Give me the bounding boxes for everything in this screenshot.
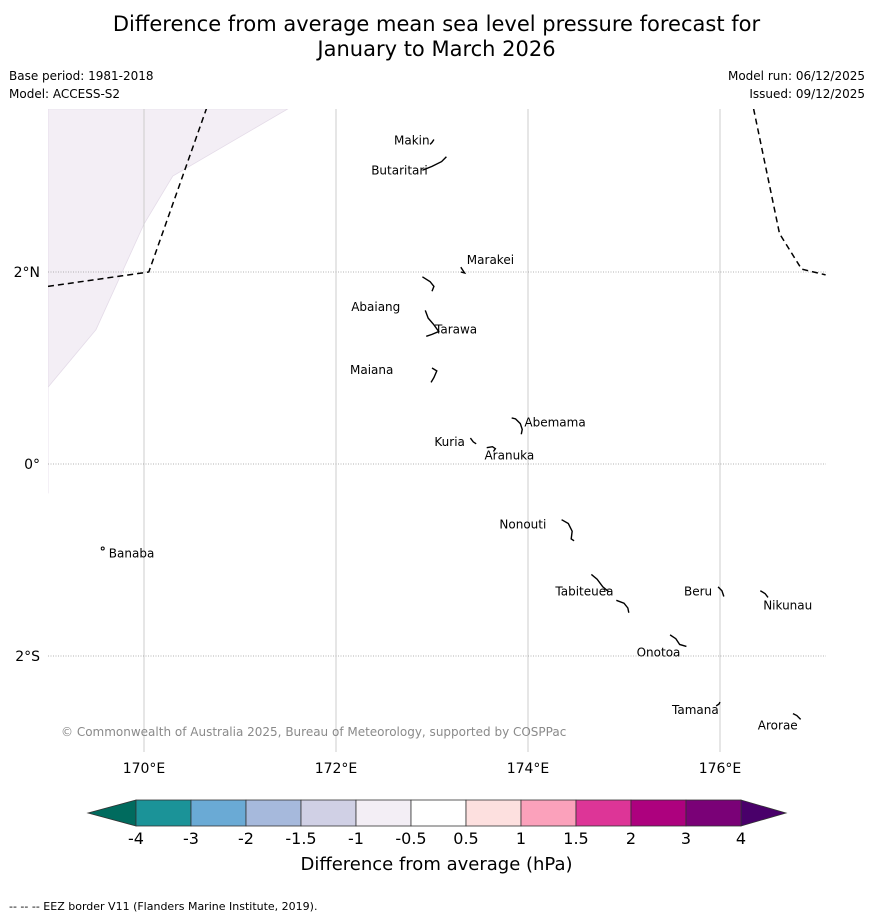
colorbar-segment xyxy=(190,799,247,827)
place-label: Aranuka xyxy=(484,449,534,463)
colorbar-segment xyxy=(355,799,412,827)
lat-tick-label: 0° xyxy=(24,457,40,473)
island-outline xyxy=(590,573,610,593)
colorbar-segment xyxy=(520,799,577,827)
copyright-notice: © Commonwealth of Australia 2025, Bureau… xyxy=(61,725,566,739)
island-outline xyxy=(429,139,435,145)
lon-tick-label: 170°E xyxy=(123,761,166,777)
island-outline xyxy=(100,546,105,551)
place-label: Beru xyxy=(684,585,712,599)
colorbar-tick-label: -1.5 xyxy=(285,829,317,848)
colorbar-tick-label: 3 xyxy=(680,829,692,848)
lon-tick-label: 176°E xyxy=(699,761,742,777)
island-outline xyxy=(561,519,575,542)
island-outline xyxy=(422,156,447,171)
colorbar-tick-label: 4 xyxy=(735,829,747,848)
island-outline xyxy=(669,634,687,648)
place-label: Nonouti xyxy=(499,517,546,531)
colorbar-extend-low xyxy=(86,799,137,827)
colorbar-title: Difference from average (hPa) xyxy=(300,854,573,875)
colorbar-segment xyxy=(135,799,192,827)
issued-date: Issued: 09/12/2025 xyxy=(749,87,865,101)
place-label: Kuria xyxy=(434,435,465,449)
island-outline xyxy=(511,417,523,435)
island-outline xyxy=(469,437,477,445)
colorbar-tick-label: -4 xyxy=(128,829,144,848)
island-outline xyxy=(792,712,802,720)
eez-border xyxy=(752,109,826,276)
island-outline xyxy=(715,701,721,707)
colorbar-segment xyxy=(410,799,467,827)
place-label: Tamana xyxy=(671,703,719,717)
place-label: Tarawa xyxy=(434,323,477,337)
colorbar-labels: -4 -3 -2 -1.5 -1 -0.5 0.5 1 1.5 2 3 4 xyxy=(0,829,873,849)
chart-title: Difference from average mean sea level p… xyxy=(0,12,873,62)
colorbar-segment xyxy=(245,799,302,827)
colorbar-segment xyxy=(630,799,687,827)
colorbar-tick-label: 2 xyxy=(625,829,637,848)
plot-area: Makin Butaritari Marakei Abaiang Tarawa Maian… xyxy=(48,109,826,752)
meta-left: Base period: 1981-2018 Model: ACCESS-S2 xyxy=(9,69,154,105)
island-outline xyxy=(616,599,630,613)
lon-tick-label: 174°E xyxy=(507,761,550,777)
lat-tick-label: 2°N xyxy=(14,265,40,281)
place-label: Marakei xyxy=(467,253,514,267)
lat-tick-label: 2°S xyxy=(15,649,40,665)
colorbar-tick-label: -1 xyxy=(348,829,364,848)
colorbar-tick-label: -0.5 xyxy=(395,829,427,848)
colorbar-tick-label: -3 xyxy=(183,829,199,848)
colorbar-segment xyxy=(300,799,357,827)
place-label: Butaritari xyxy=(371,163,428,177)
island-outline xyxy=(486,445,497,452)
title-line-2: January to March 2026 xyxy=(317,37,556,61)
colorbar-tick-label: 0.5 xyxy=(453,829,479,848)
island-outline xyxy=(759,590,769,598)
map-layer: Makin Butaritari Marakei Abaiang Tarawa Maian… xyxy=(14,109,826,777)
model-name: Model: ACCESS-S2 xyxy=(9,87,121,101)
place-label: Abaiang xyxy=(351,300,400,314)
place-label: Abemama xyxy=(524,416,585,430)
place-label: Makin xyxy=(394,133,430,147)
colorbar-segment xyxy=(685,799,742,827)
place-label: Banaba xyxy=(109,547,155,561)
place-label: Maiana xyxy=(350,363,393,377)
island-outline xyxy=(460,266,467,275)
island-outline xyxy=(422,276,435,292)
colorbar-tick-label: -2 xyxy=(238,829,254,848)
colorbar-tick-label: 1.5 xyxy=(563,829,589,848)
title-line-1: Difference from average mean sea level p… xyxy=(112,12,761,36)
colorbar-segment xyxy=(465,799,522,827)
base-period: Base period: 1981-2018 xyxy=(9,69,154,83)
place-label: Arorae xyxy=(758,718,798,732)
place-label: Nikunau xyxy=(763,599,812,613)
colorbar-extend-high xyxy=(740,799,788,827)
place-label: Onotoa xyxy=(637,646,681,660)
lon-tick-label: 172°E xyxy=(315,761,358,777)
model-run: Model run: 06/12/2025 xyxy=(727,69,865,83)
place-label: Tabiteuea xyxy=(554,585,613,599)
anomaly-region xyxy=(48,109,289,494)
colorbar xyxy=(86,799,788,827)
island-outline xyxy=(717,586,725,597)
meta-right: Model run: 06/12/2025 Issued: 09/12/2025 xyxy=(728,69,865,105)
island-outline xyxy=(424,310,440,337)
eez-border xyxy=(48,109,208,288)
colorbar-tick-label: 1 xyxy=(515,829,527,848)
island-outline xyxy=(430,367,438,383)
footer-note: -- -- -- EEZ border V11 (Flanders Marine… xyxy=(9,900,318,913)
colorbar-segment xyxy=(575,799,632,827)
